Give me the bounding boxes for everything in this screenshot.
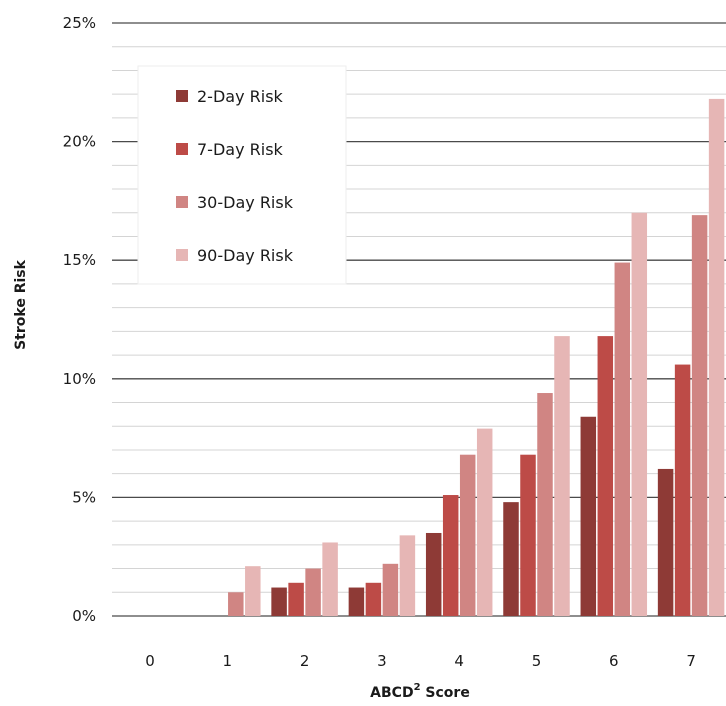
x-tick-label: 5 — [532, 652, 542, 670]
x-axis-title: ABCD2 Score — [370, 682, 470, 701]
y-tick-label: 20% — [63, 133, 96, 151]
bar-90-day-risk-score-1 — [245, 566, 261, 616]
bar-2-day-risk-score-2 — [271, 587, 287, 616]
y-tick-label: 25% — [63, 14, 96, 32]
bar-2-day-risk-score-3 — [348, 587, 365, 616]
bar-7-day-risk-score-3 — [365, 582, 382, 616]
legend: 2-Day Risk 7-Day Risk 30-Day Risk 90-Day Ri… — [137, 65, 347, 285]
legend-label: 30-Day Risk — [197, 193, 294, 212]
bar-90-day-risk-score-4 — [476, 428, 493, 616]
bar-series — [228, 98, 725, 617]
legend-swatch — [176, 143, 188, 155]
bar-30-day-risk-score-4 — [459, 454, 476, 616]
bar-90-day-risk-score-3 — [399, 535, 416, 616]
bar-7-day-risk-score-2 — [288, 582, 304, 616]
legend-label: 90-Day Risk — [197, 246, 294, 265]
x-tick-label: 7 — [686, 652, 696, 670]
legend-swatch — [176, 196, 188, 208]
y-tick-label: 5% — [72, 488, 96, 506]
x-tick-label: 0 — [145, 652, 155, 670]
y-tick-label: 10% — [63, 370, 96, 388]
bar-90-day-risk-score-7 — [708, 98, 725, 617]
bar-30-day-risk-score-1 — [228, 592, 244, 616]
legend-label: 2-Day Risk — [197, 87, 284, 106]
bar-90-day-risk-score-6 — [631, 212, 648, 616]
x-tick-label: 2 — [300, 652, 310, 670]
legend-box — [137, 65, 347, 285]
bar-7-day-risk-score-7 — [674, 364, 691, 616]
legend-label: 7-Day Risk — [197, 140, 284, 159]
bar-7-day-risk-score-4 — [442, 495, 459, 616]
y-tick-label: 15% — [63, 251, 96, 269]
x-tick-label: 3 — [377, 652, 387, 670]
bar-90-day-risk-score-5 — [554, 336, 570, 616]
y-axis-title: Stroke Risk — [13, 259, 29, 350]
x-tick-label: 6 — [609, 652, 619, 670]
bar-30-day-risk-score-2 — [305, 568, 321, 616]
x-tick-label: 4 — [454, 652, 464, 670]
legend-swatch — [176, 249, 188, 261]
bar-30-day-risk-score-7 — [691, 215, 708, 616]
bar-2-day-risk-score-5 — [503, 502, 519, 616]
bar-30-day-risk-score-3 — [382, 563, 399, 616]
bar-2-day-risk-score-7 — [657, 468, 674, 616]
y-axis-ticks: 0% 5% 10% 15% 20% 25% — [63, 14, 96, 625]
bar-7-day-risk-score-5 — [520, 454, 536, 616]
bar-90-day-risk-score-2 — [322, 542, 338, 616]
x-tick-label: 1 — [223, 652, 233, 670]
legend-swatch — [176, 90, 188, 102]
bar-30-day-risk-score-5 — [537, 393, 553, 616]
bar-2-day-risk-score-6 — [580, 416, 597, 616]
bar-30-day-risk-score-6 — [614, 262, 631, 616]
bar-7-day-risk-score-6 — [597, 336, 614, 616]
bar-2-day-risk-score-4 — [425, 532, 442, 616]
x-axis-ticks: 0 1 2 3 4 5 6 7 — [145, 652, 696, 670]
y-tick-label: 0% — [72, 607, 96, 625]
